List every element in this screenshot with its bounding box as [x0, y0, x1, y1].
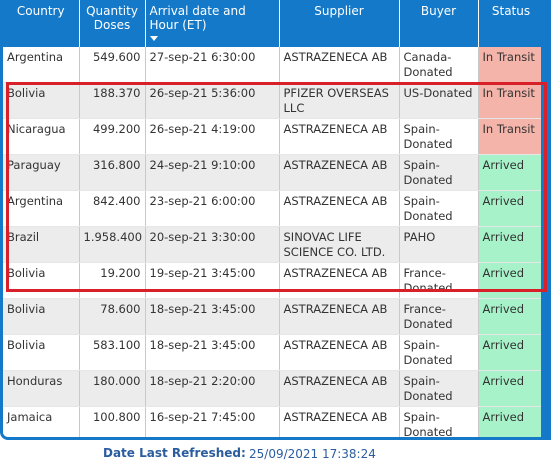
refresh-timestamp: 25/09/2021 17:38:24 — [249, 447, 376, 461]
cell-supplier: ASTRAZENECA AB — [279, 334, 400, 371]
status-badge: Arrived — [478, 370, 541, 407]
cell-country: Bolivia — [3, 334, 80, 371]
header-supplier-label: Supplier — [314, 4, 364, 18]
table-row[interactable]: Paraguay 316.800 24-sep-21 9:10:00 ASTRAZEN… — [3, 154, 541, 191]
status-badge: In Transit — [478, 47, 541, 83]
table-row[interactable]: Bolivia 188.370 26-sep-21 5:36:00 PFIZER OV… — [3, 82, 541, 119]
status-badge: Arrived — [478, 154, 541, 191]
cell-buyer: France-Donated — [399, 298, 479, 335]
cell-country: Nicaragua — [3, 118, 80, 155]
cell-supplier: ASTRAZENECA AB — [279, 262, 400, 299]
table-body: Argentina 549.600 27-sep-21 6:30:00 ASTRAZE… — [3, 47, 541, 437]
cell-buyer: Spain-Donated — [399, 370, 479, 407]
cell-country: Honduras — [3, 370, 80, 407]
refresh-label: Date Last Refreshed: — [103, 446, 246, 460]
cell-quantity: 188.370 — [79, 82, 146, 119]
cell-supplier: ASTRAZENECA AB — [279, 118, 400, 155]
status-badge: Arrived — [478, 190, 541, 227]
cell-buyer: Spain-Donated — [399, 334, 479, 371]
header-status-label: Status — [491, 4, 531, 18]
table-row[interactable]: Bolivia 583.100 18-sep-21 3:45:00 ASTRAZENE… — [3, 334, 541, 371]
cell-quantity: 583.100 — [79, 334, 146, 371]
table-row[interactable]: Bolivia 19.200 19-sep-21 3:45:00 ASTRAZENEC… — [3, 262, 541, 299]
header-supplier[interactable]: Supplier — [279, 0, 400, 47]
cell-buyer: Spain-Donated — [399, 154, 479, 191]
cell-buyer: US-Donated — [399, 82, 479, 119]
header-country-label: Country — [16, 4, 65, 18]
table-row[interactable]: Honduras 180.000 18-sep-21 2:20:00 ASTRAZEN… — [3, 370, 541, 407]
cell-arrival: 20-sep-21 3:30:00 — [145, 226, 280, 263]
table-frame: Country Quantity Doses Arrival date and … — [0, 0, 546, 440]
cell-quantity: 499.200 — [79, 118, 146, 155]
cell-arrival: 27-sep-21 6:30:00 — [145, 47, 280, 83]
cell-supplier: ASTRAZENECA AB — [279, 370, 400, 407]
header-country[interactable]: Country — [3, 0, 80, 47]
cell-buyer: France-Donated — [399, 262, 479, 299]
cell-country: Argentina — [3, 190, 80, 227]
table-header-row: Country Quantity Doses Arrival date and … — [3, 0, 541, 47]
cell-arrival: 18-sep-21 3:45:00 — [145, 334, 280, 371]
cell-country: Bolivia — [3, 262, 80, 299]
cell-supplier: SINOVAC LIFE SCIENCE CO. LTD. — [279, 226, 400, 263]
cell-buyer: Spain-Donated — [399, 406, 479, 437]
cell-country: Bolivia — [3, 82, 80, 119]
cell-quantity: 549.600 — [79, 47, 146, 83]
cell-quantity: 316.800 — [79, 154, 146, 191]
cell-supplier: ASTRAZENECA AB — [279, 406, 400, 437]
cell-arrival: 26-sep-21 5:36:00 — [145, 82, 280, 119]
status-badge: In Transit — [478, 118, 541, 155]
table-row[interactable]: Argentina 842.400 23-sep-21 6:00:00 ASTRAZE… — [3, 190, 541, 227]
cell-buyer: Canada-Donated — [399, 47, 479, 83]
cell-supplier: ASTRAZENECA AB — [279, 298, 400, 335]
status-badge: Arrived — [478, 334, 541, 371]
cell-country: Argentina — [3, 47, 80, 83]
header-quantity[interactable]: Quantity Doses — [79, 0, 146, 47]
cell-arrival: 19-sep-21 3:45:00 — [145, 262, 280, 299]
status-badge: Arrived — [478, 262, 541, 299]
cell-arrival: 18-sep-21 2:20:00 — [145, 370, 280, 407]
table-row[interactable]: Argentina 549.600 27-sep-21 6:30:00 ASTRAZE… — [3, 47, 541, 83]
cell-buyer: PAHO — [399, 226, 479, 263]
status-badge: Arrived — [478, 406, 541, 437]
header-quantity-label: Quantity Doses — [86, 4, 138, 32]
cell-quantity: 100.800 — [79, 406, 146, 437]
cell-quantity: 842.400 — [79, 190, 146, 227]
header-buyer-label: Buyer — [420, 4, 457, 18]
cell-arrival: 18-sep-21 3:45:00 — [145, 298, 280, 335]
cell-buyer: Spain-Donated — [399, 190, 479, 227]
cell-supplier: ASTRAZENECA AB — [279, 190, 400, 227]
cell-buyer: Spain-Donated — [399, 118, 479, 155]
status-badge: In Transit — [478, 82, 541, 119]
cell-country: Brazil — [3, 226, 80, 263]
cell-arrival: 23-sep-21 6:00:00 — [145, 190, 280, 227]
header-buyer[interactable]: Buyer — [399, 0, 479, 47]
cell-country: Jamaica — [3, 406, 80, 437]
sort-descending-icon[interactable] — [149, 36, 158, 41]
table-row[interactable]: Jamaica 100.800 16-sep-21 7:45:00 ASTRAZENE… — [3, 406, 541, 437]
cell-arrival: 26-sep-21 4:19:00 — [145, 118, 280, 155]
cell-quantity: 78.600 — [79, 298, 146, 335]
cell-country: Paraguay — [3, 154, 80, 191]
cell-quantity: 1.958.400 — [79, 226, 146, 263]
cell-quantity: 19.200 — [79, 262, 146, 299]
table-row[interactable]: Brazil 1.958.400 20-sep-21 3:30:00 SINOVAC … — [3, 226, 541, 263]
status-badge: Arrived — [478, 298, 541, 335]
cell-arrival: 16-sep-21 7:45:00 — [145, 406, 280, 437]
header-arrival-label: Arrival date and Hour (ET) — [149, 4, 246, 32]
vertical-scrollbar[interactable] — [546, 0, 551, 440]
cell-supplier: PFIZER OVERSEAS LLC — [279, 82, 400, 119]
status-badge: Arrived — [478, 226, 541, 263]
cell-quantity: 180.000 — [79, 370, 146, 407]
table-row[interactable]: Nicaragua 499.200 26-sep-21 4:19:00 ASTRAZE… — [3, 118, 541, 155]
cell-arrival: 24-sep-21 9:10:00 — [145, 154, 280, 191]
header-status[interactable]: Status — [478, 0, 541, 47]
footer: Date Last Refreshed: 25/09/2021 17:38:24 — [0, 443, 551, 466]
cell-supplier: ASTRAZENECA AB — [279, 47, 400, 83]
table-row[interactable]: Bolivia 78.600 18-sep-21 3:45:00 ASTRAZENEC… — [3, 298, 541, 335]
cell-supplier: ASTRAZENECA AB — [279, 154, 400, 191]
cell-country: Bolivia — [3, 298, 80, 335]
shipments-table: Country Quantity Doses Arrival date and … — [3, 0, 541, 437]
header-arrival[interactable]: Arrival date and Hour (ET) — [145, 0, 280, 47]
